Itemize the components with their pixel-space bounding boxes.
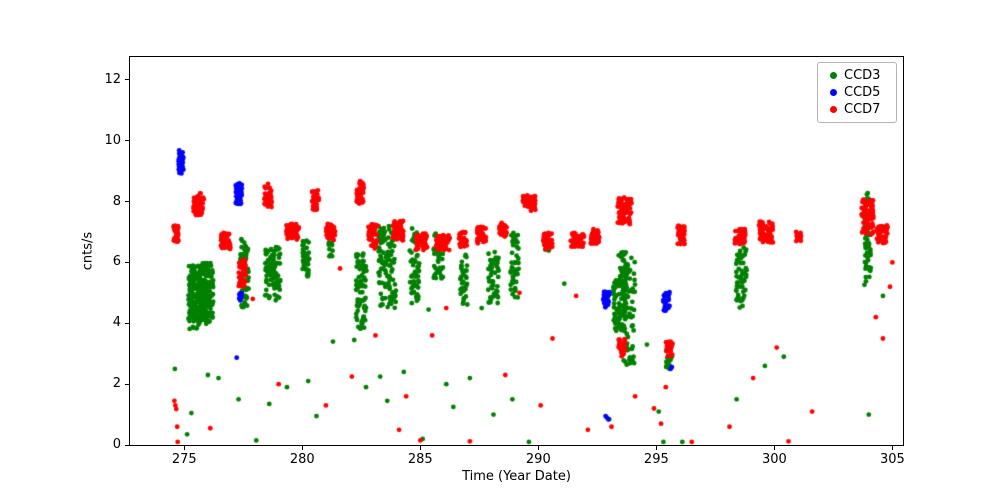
legend-label-ccd3: CCD3: [844, 68, 881, 83]
y-tick-label: 4: [112, 315, 121, 331]
y-tick-label: 8: [112, 193, 121, 209]
y-tick-label: 2: [112, 376, 121, 392]
y-tick: [125, 79, 129, 81]
x-tick: [537, 446, 539, 450]
scatter-canvas: [130, 57, 903, 445]
legend-label-ccd7: CCD7: [844, 102, 881, 117]
y-tick-label: 10: [104, 132, 121, 148]
ccd5-marker-icon: [830, 89, 837, 96]
y-tick: [125, 383, 129, 385]
y-tick: [125, 201, 129, 203]
x-tick-label: 295: [643, 452, 669, 467]
ccd3-marker-icon: [830, 72, 837, 79]
y-tick-label: 12: [104, 71, 121, 87]
legend-item-ccd3: CCD3: [826, 67, 888, 84]
legend-item-ccd7: CCD7: [826, 101, 888, 118]
x-tick-label: 280: [289, 452, 315, 467]
x-tick: [301, 446, 303, 450]
x-tick: [773, 446, 775, 450]
y-tick: [125, 140, 129, 142]
x-tick-label: 290: [525, 452, 551, 467]
legend-label-ccd5: CCD5: [844, 85, 881, 100]
x-tick: [419, 446, 421, 450]
legend-item-ccd5: CCD5: [826, 84, 888, 101]
x-tick-label: 275: [171, 452, 197, 467]
ccd7-marker-icon: [830, 106, 837, 113]
y-tick: [125, 322, 129, 324]
x-tick-label: 305: [879, 452, 905, 467]
x-axis-label: Time (Year Date): [462, 469, 571, 484]
plot-area: CCD3 CCD5 CCD7: [129, 56, 904, 446]
y-tick: [125, 444, 129, 446]
x-tick-label: 285: [407, 452, 433, 467]
x-tick-label: 300: [761, 452, 787, 467]
legend: CCD3 CCD5 CCD7: [817, 62, 897, 123]
x-tick: [183, 446, 185, 450]
x-tick: [891, 446, 893, 450]
y-tick-label: 0: [112, 437, 121, 452]
x-tick: [655, 446, 657, 450]
y-tick-label: 6: [112, 254, 121, 270]
y-tick: [125, 261, 129, 263]
